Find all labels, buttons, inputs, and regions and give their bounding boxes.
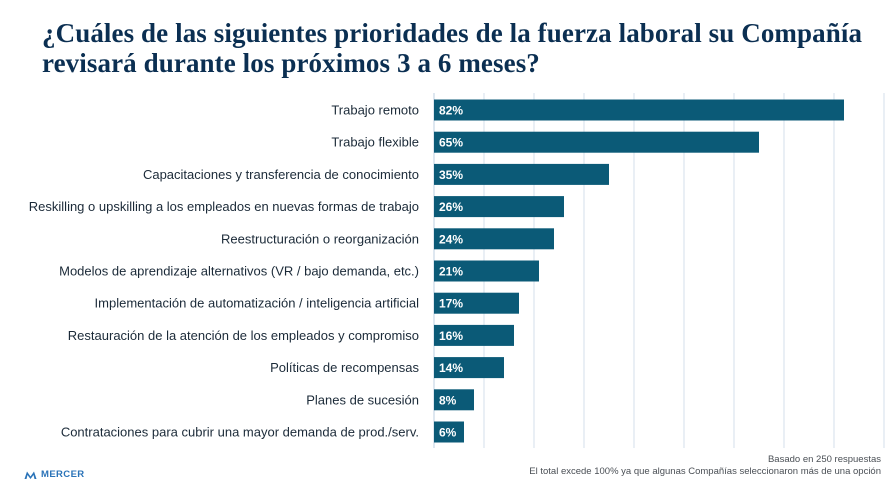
category-label: Políticas de recompensas bbox=[270, 360, 419, 375]
bar bbox=[434, 324, 514, 346]
footnote-note: El total excede 100% ya que algunas Comp… bbox=[529, 466, 881, 477]
bar-value-label: 16% bbox=[439, 329, 463, 343]
category-label: Implementación de automatización / intel… bbox=[95, 296, 420, 311]
category-label: Capacitaciones y transferencia de conoci… bbox=[143, 167, 419, 182]
category-label: Reestructuración o reorganización bbox=[221, 231, 419, 246]
mercer-logo: MERCER bbox=[24, 469, 85, 480]
chart-title: ¿Cuáles de las siguientes prioridades de… bbox=[42, 18, 863, 78]
bar bbox=[434, 196, 564, 218]
logo-text: MERCER bbox=[41, 469, 85, 480]
bar-value-label: 6% bbox=[439, 426, 457, 440]
bar bbox=[434, 228, 554, 250]
bar-value-label: 82% bbox=[439, 104, 463, 118]
bar-value-label: 26% bbox=[439, 200, 463, 214]
bar bbox=[434, 163, 609, 185]
bar-value-label: 35% bbox=[439, 168, 463, 182]
bar bbox=[434, 99, 844, 121]
bar bbox=[434, 357, 504, 379]
bar-value-label: 65% bbox=[439, 136, 463, 150]
category-label: Restauración de la atención de los emple… bbox=[68, 328, 419, 343]
category-label: Trabajo flexible bbox=[331, 135, 419, 150]
mercer-logo-icon bbox=[24, 471, 37, 479]
category-label: Reskilling o upskilling a los empleados … bbox=[29, 199, 419, 214]
category-label: Trabajo remoto bbox=[331, 103, 419, 118]
bar-value-label: 17% bbox=[439, 297, 463, 311]
category-label: Modelos de aprendizaje alternativos (VR … bbox=[59, 264, 419, 279]
bar bbox=[434, 260, 539, 282]
bars-layer bbox=[434, 99, 844, 443]
bar-value-label: 14% bbox=[439, 361, 463, 375]
bar bbox=[434, 131, 759, 153]
bar-value-label: 21% bbox=[439, 265, 463, 279]
bar-value-label: 8% bbox=[439, 393, 457, 407]
bar-value-label: 24% bbox=[439, 232, 463, 246]
bar bbox=[434, 421, 464, 443]
labels-layer: Trabajo remoto 82% Trabajo flexible 65% Capa… bbox=[29, 103, 464, 440]
footnote-responses: Basado en 250 respuestas bbox=[767, 454, 881, 465]
category-label: Contrataciones para cubrir una mayor dem… bbox=[61, 425, 419, 440]
bar bbox=[434, 389, 474, 411]
bar bbox=[434, 292, 519, 314]
category-label: Planes de sucesión bbox=[306, 392, 419, 407]
